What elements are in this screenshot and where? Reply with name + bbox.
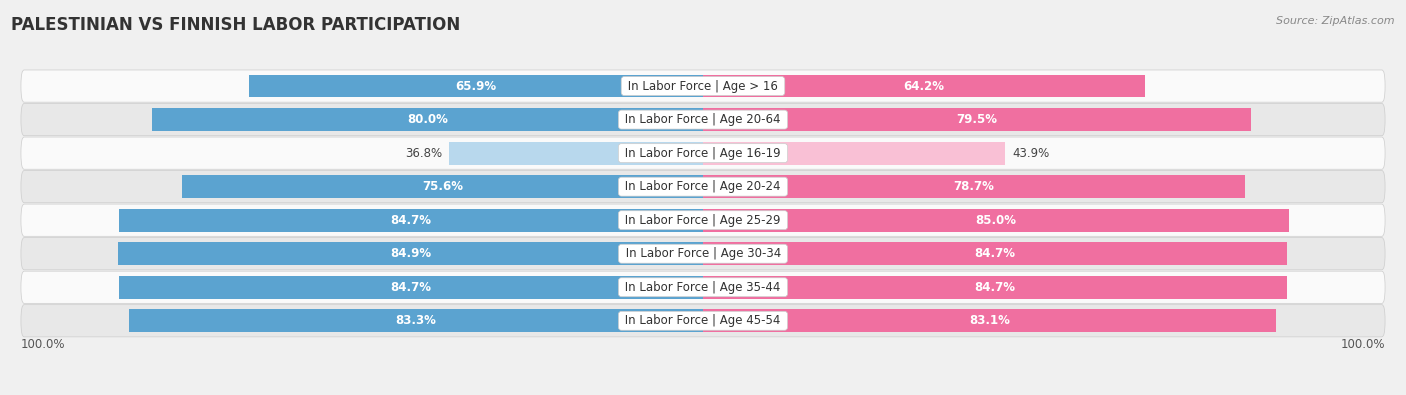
Bar [703,309,1275,332]
Bar [703,242,1286,265]
Text: 83.3%: 83.3% [395,314,436,327]
Bar [703,175,1246,198]
Text: 75.6%: 75.6% [422,180,463,193]
Text: 84.7%: 84.7% [391,214,432,227]
Bar [703,108,1251,131]
Bar [129,309,703,332]
Bar [703,276,1286,299]
FancyBboxPatch shape [21,171,1385,203]
Text: In Labor Force | Age 16-19: In Labor Force | Age 16-19 [621,147,785,160]
Bar [703,75,1146,98]
Text: In Labor Force | Age 20-24: In Labor Force | Age 20-24 [621,180,785,193]
Text: 64.2%: 64.2% [904,79,945,92]
Bar [703,142,1005,165]
Text: 100.0%: 100.0% [1340,339,1385,352]
Bar [120,276,703,299]
Text: In Labor Force | Age 25-29: In Labor Force | Age 25-29 [621,214,785,227]
Text: PALESTINIAN VS FINNISH LABOR PARTICIPATION: PALESTINIAN VS FINNISH LABOR PARTICIPATI… [11,16,461,34]
Text: 100.0%: 100.0% [21,339,66,352]
FancyBboxPatch shape [21,137,1385,169]
Text: Source: ZipAtlas.com: Source: ZipAtlas.com [1277,16,1395,26]
Bar [120,209,703,231]
Bar [183,175,703,198]
Text: 65.9%: 65.9% [456,79,496,92]
Text: 36.8%: 36.8% [405,147,443,160]
Text: 84.7%: 84.7% [974,281,1015,294]
Text: 83.1%: 83.1% [969,314,1010,327]
Text: 84.9%: 84.9% [389,247,432,260]
Text: 84.7%: 84.7% [391,281,432,294]
Bar [450,142,703,165]
Text: 78.7%: 78.7% [953,180,994,193]
Bar [118,242,703,265]
Text: In Labor Force | Age 30-34: In Labor Force | Age 30-34 [621,247,785,260]
FancyBboxPatch shape [21,204,1385,236]
Text: In Labor Force | Age 20-64: In Labor Force | Age 20-64 [621,113,785,126]
Text: 80.0%: 80.0% [406,113,449,126]
Bar [703,209,1289,231]
Bar [249,75,703,98]
Text: 84.7%: 84.7% [974,247,1015,260]
Text: 43.9%: 43.9% [1012,147,1050,160]
Text: 85.0%: 85.0% [976,214,1017,227]
FancyBboxPatch shape [21,70,1385,102]
Bar [152,108,703,131]
FancyBboxPatch shape [21,103,1385,136]
FancyBboxPatch shape [21,305,1385,337]
FancyBboxPatch shape [21,238,1385,270]
FancyBboxPatch shape [21,271,1385,303]
Text: In Labor Force | Age > 16: In Labor Force | Age > 16 [624,79,782,92]
Text: 79.5%: 79.5% [956,113,997,126]
Text: In Labor Force | Age 45-54: In Labor Force | Age 45-54 [621,314,785,327]
Text: In Labor Force | Age 35-44: In Labor Force | Age 35-44 [621,281,785,294]
